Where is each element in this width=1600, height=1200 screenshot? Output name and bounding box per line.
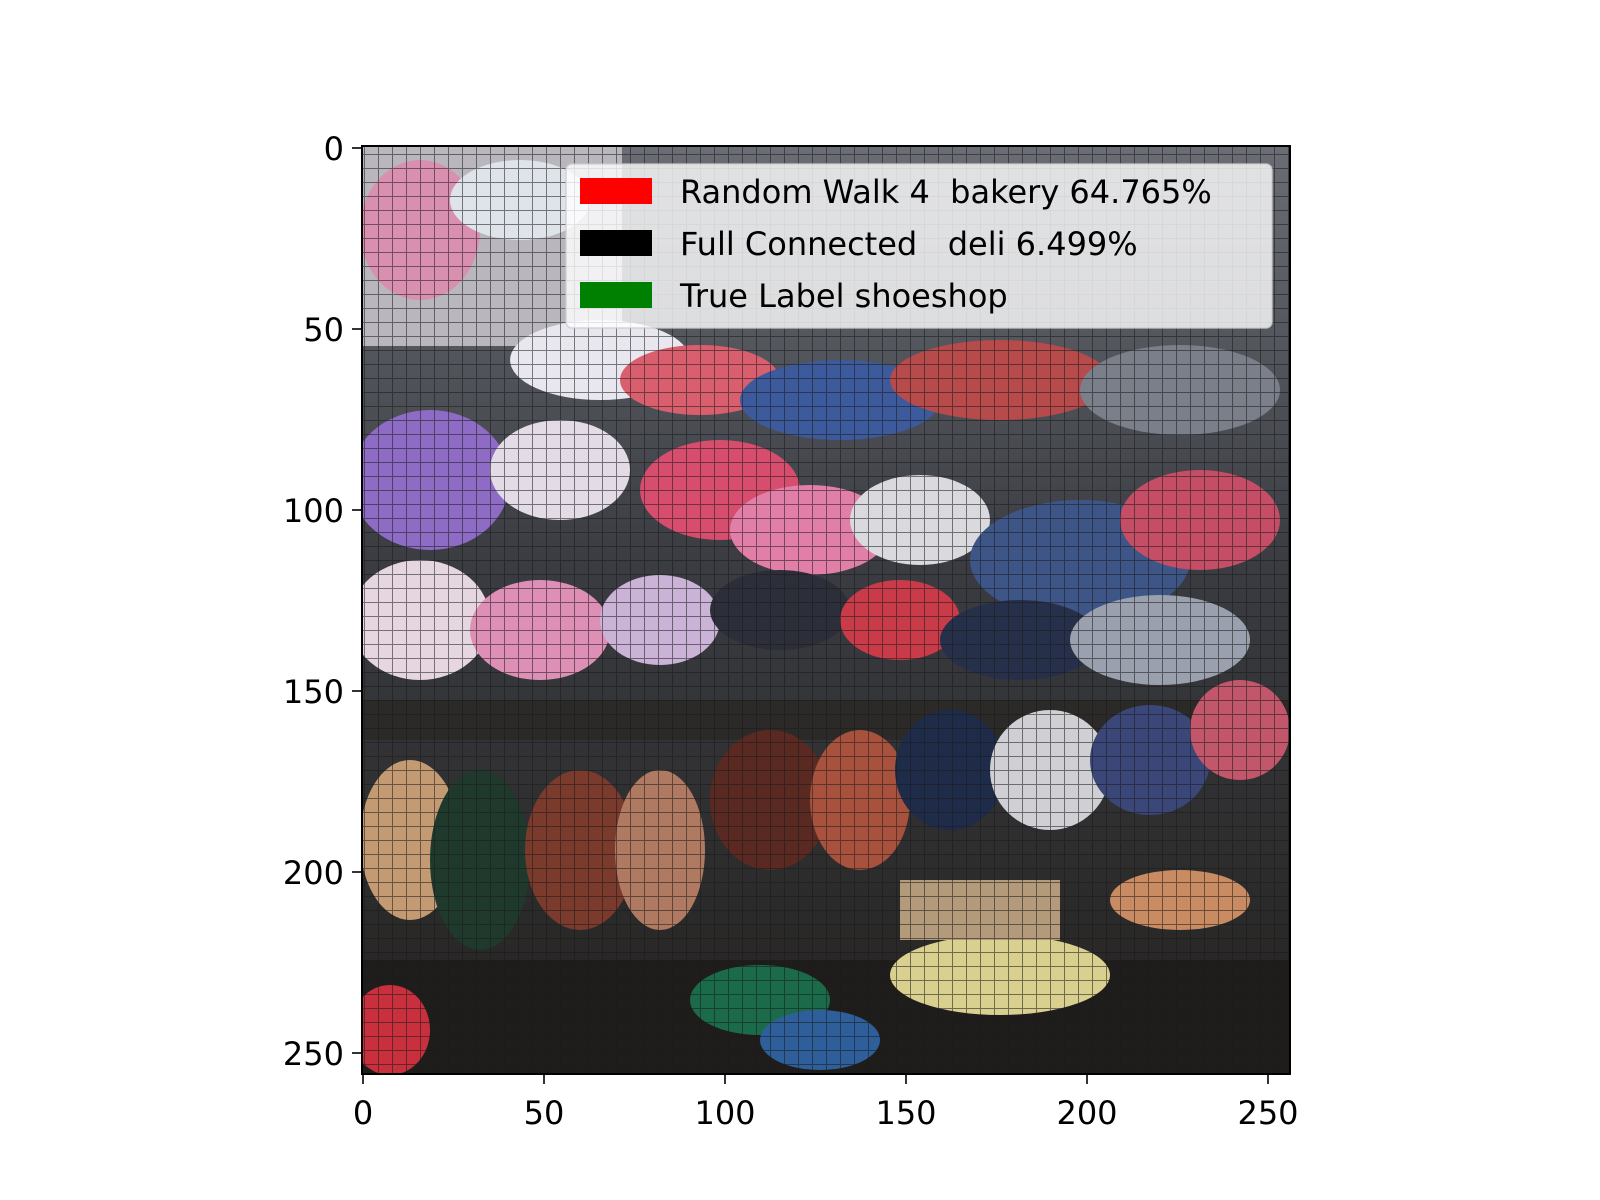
- legend-swatch-random-walk: [580, 178, 652, 204]
- legend-box: [565, 163, 1273, 329]
- y-tick-label: 0: [324, 130, 344, 168]
- x-tick-label: 200: [1056, 1094, 1117, 1132]
- y-axis: 0 50 100 150 200 250: [283, 130, 362, 1073]
- x-tick-label: 0: [353, 1094, 373, 1132]
- y-tick-label: 150: [283, 673, 344, 711]
- x-tick-label: 250: [1237, 1094, 1298, 1132]
- legend-label-random-walk: Random Walk 4 bakery 64.765%: [680, 173, 1212, 211]
- x-axis: 0 50 100 150 200 250: [353, 1074, 1299, 1132]
- x-tick-label: 150: [875, 1094, 936, 1132]
- legend-label-true-label: True Label shoeshop: [679, 277, 1008, 315]
- x-tick-label: 100: [694, 1094, 755, 1132]
- legend: Random Walk 4 bakery 64.765% Full Connec…: [565, 163, 1273, 329]
- legend-swatch-true-label: [580, 282, 652, 308]
- y-tick-label: 250: [283, 1035, 344, 1073]
- x-tick-label: 50: [524, 1094, 565, 1132]
- y-tick-label: 200: [283, 854, 344, 892]
- legend-label-full-connected: Full Connected deli 6.499%: [680, 225, 1138, 263]
- y-tick-label: 100: [283, 492, 344, 530]
- axes-frame: [361, 145, 1291, 1075]
- y-tick-label: 50: [303, 311, 344, 349]
- legend-swatch-full-connected: [580, 230, 652, 256]
